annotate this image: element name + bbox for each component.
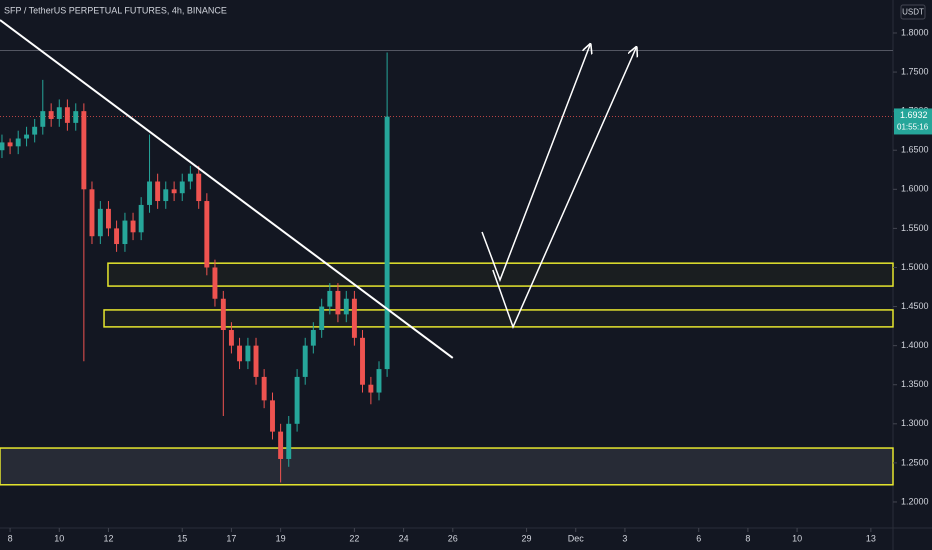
candle-body xyxy=(155,181,161,202)
candle-body xyxy=(245,345,251,362)
zone xyxy=(107,262,894,287)
y-tick-label: 1.5000 xyxy=(901,262,929,272)
candle-body xyxy=(368,384,374,393)
candle-body xyxy=(253,345,259,377)
candle-body xyxy=(310,330,316,346)
candle-body xyxy=(179,181,185,194)
candle-body xyxy=(294,376,300,424)
y-tick-label: 1.2500 xyxy=(901,457,929,467)
x-tick-label: 19 xyxy=(276,533,286,543)
candle-body xyxy=(237,345,243,362)
currency[interactable]: USDT xyxy=(902,8,924,17)
x-tick-label: 26 xyxy=(448,533,458,543)
candle-body xyxy=(32,126,38,135)
x-tick-label: 8 xyxy=(8,533,13,543)
candle-body xyxy=(335,290,341,315)
candle-body xyxy=(73,111,79,123)
candle-body xyxy=(261,376,267,401)
x-tick-label: 8 xyxy=(745,533,750,543)
candle-body xyxy=(48,111,54,119)
zone xyxy=(0,447,894,486)
x-tick-label: 10 xyxy=(54,533,64,543)
last-price-box xyxy=(894,108,932,135)
y-tick-label: 1.3000 xyxy=(901,418,929,428)
candle-body xyxy=(56,107,62,119)
arrow xyxy=(481,45,590,283)
candle-body xyxy=(171,189,177,194)
candle-body xyxy=(212,267,218,299)
x-tick-label: 10 xyxy=(792,533,802,543)
candle-body xyxy=(122,220,128,245)
x-tick-label: 6 xyxy=(696,533,701,543)
y-tick-label: 1.2000 xyxy=(901,496,929,506)
candle-body xyxy=(163,189,169,202)
candle-body xyxy=(147,181,152,205)
candle-body xyxy=(81,111,87,190)
x-tick-label: 15 xyxy=(177,533,187,543)
y-tick-label: 1.6000 xyxy=(901,184,929,194)
x-tick-label: 12 xyxy=(103,533,113,543)
chart-title: SFP / TetherUS PERPETUAL FUTURES, 4h, BI… xyxy=(4,5,227,15)
y-tick-label: 1.3500 xyxy=(901,379,929,389)
candle-body xyxy=(270,400,275,432)
x-tick-label: 22 xyxy=(349,533,359,543)
candle-body xyxy=(89,189,95,237)
x-tick-label: 17 xyxy=(226,533,236,543)
y-tick-label: 1.4500 xyxy=(901,301,929,311)
candle-body xyxy=(105,208,111,229)
candle-body xyxy=(7,142,13,147)
countdown: 01:55:16 xyxy=(897,123,929,132)
candle-body xyxy=(204,201,210,268)
candle-body xyxy=(360,337,365,385)
candle-body xyxy=(114,228,120,245)
candle-body xyxy=(351,298,357,338)
candle-body xyxy=(286,423,292,459)
currency-box[interactable] xyxy=(900,4,926,20)
candle-body xyxy=(15,138,21,147)
y-tick-label: 1.5500 xyxy=(901,223,929,233)
candle-body xyxy=(0,142,5,151)
candle-body xyxy=(319,306,325,331)
y-tick-label: 1.4000 xyxy=(901,340,929,350)
x-tick-label: 29 xyxy=(522,533,532,543)
y-tick-label: 1.8000 xyxy=(901,27,929,37)
candle-body xyxy=(97,208,103,237)
candle-body xyxy=(384,116,390,370)
candle-body xyxy=(187,173,193,182)
y-tick-label: 1.7500 xyxy=(901,66,929,76)
candle-body xyxy=(327,290,333,307)
candle-body xyxy=(130,220,136,233)
x-tick-label: Dec xyxy=(568,533,585,543)
trendline xyxy=(0,19,454,359)
candle-body xyxy=(228,330,234,346)
y-tick-label: 1.6500 xyxy=(901,145,929,155)
candle-body xyxy=(343,298,349,315)
zone xyxy=(103,309,894,328)
candle-body xyxy=(138,204,144,233)
candle-body xyxy=(220,298,226,331)
candle-body xyxy=(278,431,284,459)
last-price-label: 1.6932 xyxy=(900,110,928,120)
candle-body xyxy=(24,134,30,139)
arrow xyxy=(492,48,636,329)
candle-body xyxy=(302,345,308,377)
candle-body xyxy=(376,369,382,393)
x-tick-label: 13 xyxy=(866,533,876,543)
candle-body xyxy=(40,111,46,127)
candle-body xyxy=(64,107,70,123)
x-tick-label: 3 xyxy=(622,533,627,543)
x-tick-label: 24 xyxy=(399,533,409,543)
candle-body xyxy=(196,173,202,202)
